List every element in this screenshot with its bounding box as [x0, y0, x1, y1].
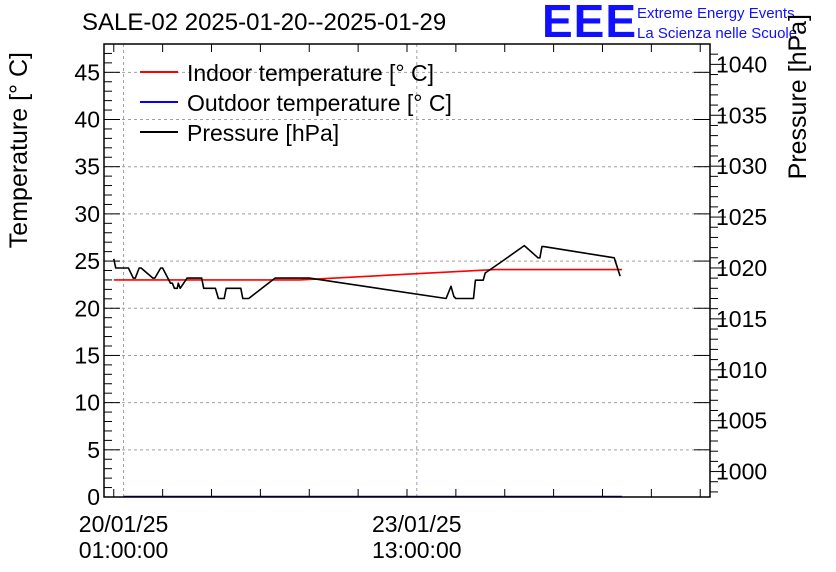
axes: 0510152025303540451000100510101015102010…	[74, 43, 767, 563]
eee-logo: EEE	[542, 0, 638, 47]
y2-tick-label: 1040	[716, 51, 767, 77]
y-tick-label: 35	[74, 154, 100, 180]
y-tick-label: 25	[74, 248, 100, 274]
series-layer	[113, 244, 622, 498]
x-tick-label-date: 20/01/25	[79, 511, 169, 537]
pressure-legend-label: Pressure [hPa]	[187, 120, 339, 146]
y-tick-label: 15	[74, 342, 100, 368]
y2-tick-label: 1025	[716, 204, 767, 230]
legend: Indoor temperature [° C] Outdoor temperat…	[140, 60, 452, 146]
y-tick-label: 20	[74, 295, 100, 321]
y-axis-label: Temperature [° C]	[5, 52, 33, 248]
y2-tick-label: 1030	[716, 153, 767, 179]
pressure-series-line	[113, 244, 621, 300]
y2-tick-label: 1020	[716, 255, 767, 281]
y-tick-label: 5	[87, 437, 100, 463]
indoor-legend-label: Indoor temperature [° C]	[187, 60, 434, 86]
outdoor-legend-label: Outdoor temperature [° C]	[187, 90, 452, 116]
x-tick-label-date: 23/01/25	[372, 511, 462, 537]
x-tick-label-time: 13:00:00	[372, 537, 462, 563]
y2-tick-label: 1005	[716, 408, 767, 434]
y2-tick-label: 1035	[716, 102, 767, 128]
x-tick-label-time: 01:00:00	[79, 537, 169, 563]
y-tick-label: 0	[87, 484, 100, 510]
y-tick-label: 10	[74, 390, 100, 416]
y-tick-label: 40	[74, 107, 100, 133]
indoor-series-line	[113, 268, 622, 281]
y2-tick-label: 1015	[716, 306, 767, 332]
project-subtitle: La Scienza nelle Scuole	[637, 25, 798, 42]
y2-tick-label: 1010	[716, 357, 767, 383]
chart-title: SALE-02 2025-01-20--2025-01-29	[82, 9, 447, 36]
y-tick-label: 30	[74, 201, 100, 227]
project-name: Extreme Energy Events	[637, 5, 795, 22]
grid-lines	[104, 44, 710, 497]
y2-tick-label: 1000	[716, 459, 767, 485]
y2-axis-label: Pressure [hPa]	[784, 14, 812, 179]
y-tick-label: 45	[74, 59, 100, 85]
